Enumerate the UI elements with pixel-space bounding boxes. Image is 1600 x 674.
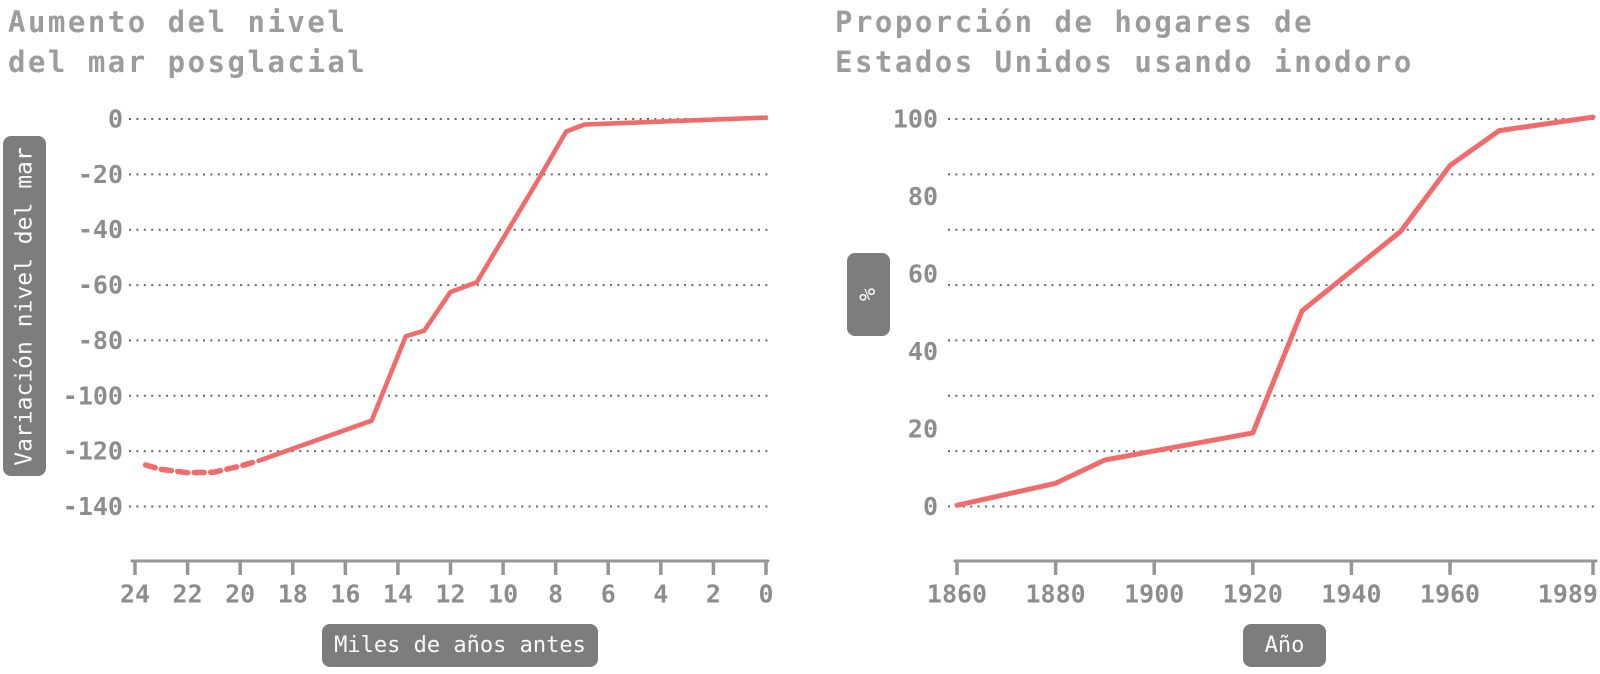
x-tick-label: 18 [278, 580, 308, 609]
y-tick-label: -80 [78, 326, 123, 355]
y-tick-label: 0 [108, 105, 123, 134]
x-tick-label: 12 [435, 580, 465, 609]
x-tick-label: 1989 [1538, 580, 1598, 609]
left-chart-title-line1: Aumento del nivel [8, 5, 348, 39]
right-x-axis-label-box: Año [1243, 624, 1326, 667]
y-tick-label: 40 [908, 337, 938, 366]
left-chart-title-line2: del mar posglacial [8, 45, 368, 79]
right-y-axis-label-box: % [847, 253, 890, 336]
right-chart-title-line2: Estados Unidos usando inodoro [835, 45, 1414, 79]
y-tick-label: 100 [893, 105, 938, 134]
x-tick-label: 6 [601, 580, 616, 609]
y-tick-label: -20 [78, 160, 123, 189]
y-tick-label: -140 [63, 492, 123, 521]
right-chart-title-line1: Proporción de hogares de [835, 5, 1315, 39]
y-tick-label: -60 [78, 271, 123, 300]
data-line [256, 115, 769, 464]
x-tick-label: 1860 [927, 580, 987, 609]
y-tick-label: 80 [908, 182, 938, 211]
x-tick-label: 10 [488, 580, 518, 609]
y-tick-label: -100 [63, 381, 123, 410]
x-tick-label: 1940 [1321, 580, 1381, 609]
x-tick-label: 4 [653, 580, 668, 609]
y-tick-label: -40 [78, 215, 123, 244]
x-tick-label: 20 [225, 580, 255, 609]
x-tick-label: 0 [758, 580, 773, 609]
x-tick-label: 1900 [1124, 580, 1184, 609]
x-tick-label: 16 [330, 580, 360, 609]
left-y-axis-label-box: Variación nivel del mar [3, 136, 46, 476]
y-tick-label: 20 [908, 415, 938, 444]
left-x-axis-label-box: Miles de años antes [322, 624, 598, 667]
x-tick-label: 1920 [1223, 580, 1283, 609]
left-chart-title: Aumento del nivel del mar posglacial [8, 2, 367, 82]
x-tick-label: 1960 [1420, 580, 1480, 609]
x-tick-label: 8 [548, 580, 563, 609]
y-tick-label: -120 [63, 437, 123, 466]
x-tick-label: 24 [120, 580, 150, 609]
y-tick-label: 0 [923, 492, 938, 521]
left-x-axis-label: Miles de años antes [334, 633, 586, 658]
y-tick-label: 60 [908, 260, 938, 289]
x-tick-label: 1880 [1025, 580, 1085, 609]
data-line-dashed [142, 458, 262, 476]
data-line [954, 114, 1596, 508]
x-tick-label: 2 [706, 580, 721, 609]
right-chart-title: Proporción de hogares de Estados Unidos … [835, 2, 1414, 82]
x-tick-label: 22 [173, 580, 203, 609]
x-tick-label: 14 [383, 580, 413, 609]
right-x-axis-label: Año [1264, 633, 1305, 658]
